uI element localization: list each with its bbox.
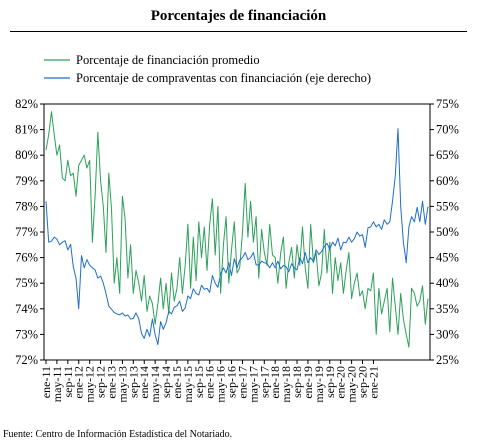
y-right-tick-label: 70%: [436, 123, 459, 137]
x-tick-label: ene-15: [170, 366, 184, 399]
y-left-tick-label: 76%: [15, 251, 38, 265]
x-tick-label: sep-13: [126, 366, 140, 398]
y-right-tick-label: 65%: [436, 148, 459, 162]
x-tick-label: may-16: [214, 366, 228, 403]
x-tick-label: ene-17: [235, 366, 249, 399]
chart-title: Porcentajes de financiación: [150, 8, 327, 24]
x-tick-label: may-13: [115, 366, 129, 403]
x-tick-label: sep-15: [192, 366, 206, 398]
y-right-tick-label: 40%: [436, 276, 459, 290]
y-left-tick-label: 81%: [15, 123, 38, 137]
x-tick-label: may-18: [279, 366, 293, 403]
series-line-sales-with-financing: [45, 128, 429, 346]
x-tick-label: sep-20: [356, 366, 370, 398]
x-tick-label: may-15: [181, 366, 195, 403]
y-left-tick-label: 74%: [15, 302, 38, 316]
y-left-tick-label: 78%: [15, 199, 38, 213]
x-tick-label: sep-19: [323, 366, 337, 398]
x-tick-label: ene-21: [366, 366, 380, 399]
source-note: Fuente: Centro de Información Estadístic…: [3, 429, 233, 440]
legend: Porcentaje de financiación promedio Porc…: [44, 53, 371, 85]
x-tick-label: may-19: [312, 366, 326, 403]
y-right-tick-label: 25%: [436, 353, 459, 367]
x-tick-label: may-14: [148, 366, 162, 403]
x-tick-label: sep-17: [257, 366, 271, 398]
x-tick-label: ene-11: [39, 366, 53, 398]
y-right-tick-label: 60%: [436, 174, 459, 188]
x-tick-label: ene-16: [203, 366, 217, 399]
y-left-tick-label: 82%: [15, 97, 38, 111]
y-right-tick-label: 45%: [436, 251, 459, 265]
legend-label-financing-average: Porcentaje de financiación promedio: [76, 53, 260, 67]
x-tick-label: may-20: [345, 366, 359, 403]
series-line-financing-average: [45, 111, 429, 348]
y-left-tick-label: 79%: [15, 174, 38, 188]
y-right-tick-label: 55%: [436, 199, 459, 213]
y-right-tick-label: 35%: [436, 302, 459, 316]
x-tick-label: sep-12: [94, 366, 108, 398]
x-tick-label: sep-14: [159, 366, 173, 398]
y-right-tick-label: 50%: [436, 225, 459, 239]
x-tick-label: ene-20: [334, 366, 348, 399]
x-tick-label: sep-11: [61, 366, 75, 398]
x-tick-label: ene-14: [137, 366, 151, 399]
title-rule: [10, 31, 467, 32]
plot-frame: [43, 103, 431, 361]
y-right-tick-label: 75%: [436, 97, 459, 111]
y-left-tick-label: 75%: [15, 276, 38, 290]
x-tick-label: ene-13: [104, 366, 118, 399]
y-left-tick-label: 72%: [15, 353, 38, 367]
plot-area: 72% 73% 74% 75% 76% 77% 78% 79% 80% 81% 82% 25% 30% 3…: [15, 97, 459, 403]
x-tick-label: may-12: [83, 366, 97, 403]
legend-label-sales-with-financing: Porcentaje de compraventas con financiac…: [76, 71, 371, 85]
y-left-tick-label: 80%: [15, 148, 38, 162]
y-left-tick-label: 73%: [15, 327, 38, 341]
x-tick-label: ene-18: [268, 366, 282, 399]
x-tick-label: may-11: [50, 366, 64, 402]
x-tick-label: ene-19: [301, 366, 315, 399]
y-left-tick-label: 77%: [15, 225, 38, 239]
x-tick-label: sep-18: [290, 366, 304, 398]
y-right-tick-label: 30%: [436, 327, 459, 341]
x-tick-label: may-17: [246, 366, 260, 403]
x-tick-label: sep-16: [225, 366, 239, 398]
x-tick-label: ene-12: [72, 366, 86, 399]
